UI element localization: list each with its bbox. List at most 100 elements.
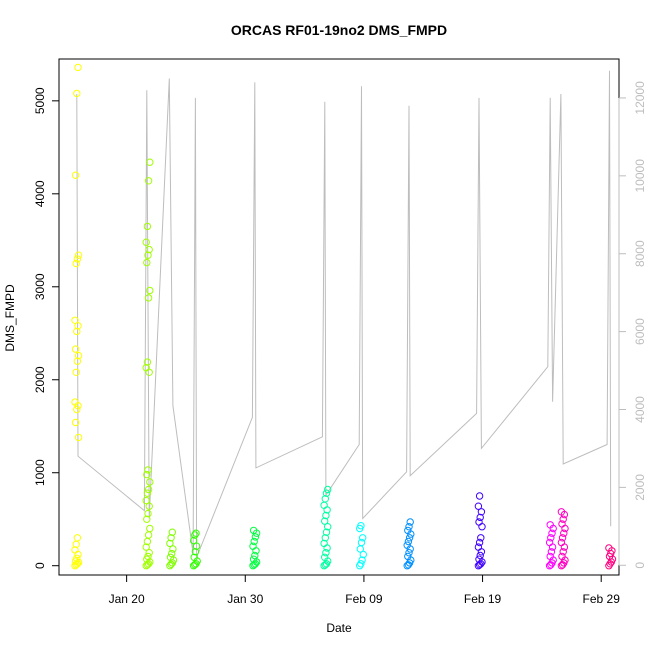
data-point bbox=[322, 549, 330, 557]
y-tick-label: 3000 bbox=[33, 273, 47, 300]
y2-tick-label: 8000 bbox=[633, 240, 647, 267]
data-point bbox=[191, 561, 199, 569]
data-point bbox=[359, 550, 367, 559]
data-point bbox=[475, 538, 484, 547]
y-tick-label: 4000 bbox=[33, 180, 47, 207]
data-point bbox=[143, 358, 152, 366]
data-point bbox=[474, 543, 483, 551]
data-point bbox=[321, 534, 329, 542]
data-point bbox=[191, 548, 200, 556]
data-point bbox=[143, 515, 151, 523]
data-point bbox=[166, 539, 174, 548]
data-point bbox=[74, 63, 82, 72]
data-point bbox=[192, 529, 200, 537]
data-point bbox=[403, 541, 411, 549]
data-point bbox=[557, 508, 566, 516]
data-point bbox=[405, 523, 413, 531]
data-point bbox=[321, 561, 329, 569]
data-point bbox=[546, 521, 554, 529]
y-tick-label: 0 bbox=[33, 562, 47, 569]
data-point bbox=[144, 552, 152, 561]
data-point bbox=[475, 492, 484, 500]
data-point bbox=[477, 560, 485, 568]
data-point bbox=[167, 534, 175, 542]
plot-frame bbox=[58, 58, 620, 576]
data-point bbox=[191, 531, 199, 539]
data-point bbox=[71, 546, 79, 554]
y-tick-label: 2000 bbox=[33, 366, 47, 393]
y2-tick-label: 4000 bbox=[633, 396, 647, 423]
data-point bbox=[144, 531, 153, 539]
data-point bbox=[320, 562, 328, 570]
data-point bbox=[249, 555, 258, 563]
data-point bbox=[71, 316, 79, 324]
data-point bbox=[477, 534, 485, 542]
data-point bbox=[145, 368, 153, 376]
data-point bbox=[143, 222, 152, 231]
data-point bbox=[475, 518, 483, 526]
y-axis-label: DMS_FMPD bbox=[3, 284, 17, 352]
x-axis-label: Date bbox=[326, 621, 352, 635]
data-point bbox=[405, 549, 413, 557]
data-point bbox=[478, 523, 486, 531]
y2-axis: 0 2000 4000 6000 8000 10000 12000 bbox=[618, 81, 647, 569]
x-tick-label: Feb 19 bbox=[464, 592, 502, 606]
data-point bbox=[559, 548, 567, 556]
data-point bbox=[404, 537, 413, 546]
data-point bbox=[145, 549, 153, 557]
y-axis: 0 1000 2000 3000 4000 5000 bbox=[33, 87, 60, 569]
data-point bbox=[73, 357, 82, 365]
data-point bbox=[320, 539, 328, 548]
x-tick-label: Feb 09 bbox=[345, 592, 383, 606]
data-point bbox=[558, 520, 566, 528]
data-point bbox=[190, 553, 198, 561]
data-point bbox=[545, 538, 554, 547]
data-point bbox=[166, 553, 175, 561]
data-point bbox=[73, 405, 81, 414]
data-point bbox=[144, 509, 152, 518]
data-point bbox=[73, 89, 81, 98]
data-point bbox=[558, 552, 566, 561]
data-point bbox=[324, 485, 332, 494]
data-point bbox=[74, 550, 82, 559]
x-tick-label: Jan 20 bbox=[109, 592, 145, 606]
data-point bbox=[476, 551, 484, 560]
data-point bbox=[71, 418, 80, 427]
data-point bbox=[143, 470, 151, 479]
data-point bbox=[74, 322, 82, 330]
data-point bbox=[71, 398, 79, 406]
data-point bbox=[144, 177, 153, 185]
y2-tick-label: 0 bbox=[633, 562, 647, 569]
data-point bbox=[476, 513, 484, 522]
data-point bbox=[146, 524, 154, 533]
data-point bbox=[557, 538, 566, 547]
data-point bbox=[405, 534, 414, 542]
secondary-series-line bbox=[76, 70, 612, 558]
data-point bbox=[251, 560, 260, 568]
data-point bbox=[474, 502, 483, 510]
data-point bbox=[357, 560, 365, 568]
data-point bbox=[73, 534, 82, 542]
data-point bbox=[547, 534, 555, 542]
data-point bbox=[144, 560, 153, 568]
data-point bbox=[324, 523, 332, 531]
data-point bbox=[74, 433, 83, 442]
data-point bbox=[72, 259, 80, 268]
data-point bbox=[74, 351, 83, 360]
y-tick-label: 1000 bbox=[33, 459, 47, 486]
data-point bbox=[251, 533, 260, 541]
data-point bbox=[358, 556, 366, 564]
data-point bbox=[146, 478, 154, 486]
data-point bbox=[74, 251, 83, 259]
data-point bbox=[73, 255, 82, 263]
data-point bbox=[356, 545, 364, 553]
data-point bbox=[142, 543, 150, 551]
data-point bbox=[168, 528, 177, 536]
chart-title: ORCAS RF01-19no2 DMS_FMPD bbox=[231, 22, 447, 38]
data-point bbox=[146, 286, 154, 295]
data-point bbox=[359, 534, 367, 542]
data-point bbox=[192, 542, 201, 550]
data-point bbox=[321, 517, 329, 525]
data-point bbox=[321, 553, 329, 561]
